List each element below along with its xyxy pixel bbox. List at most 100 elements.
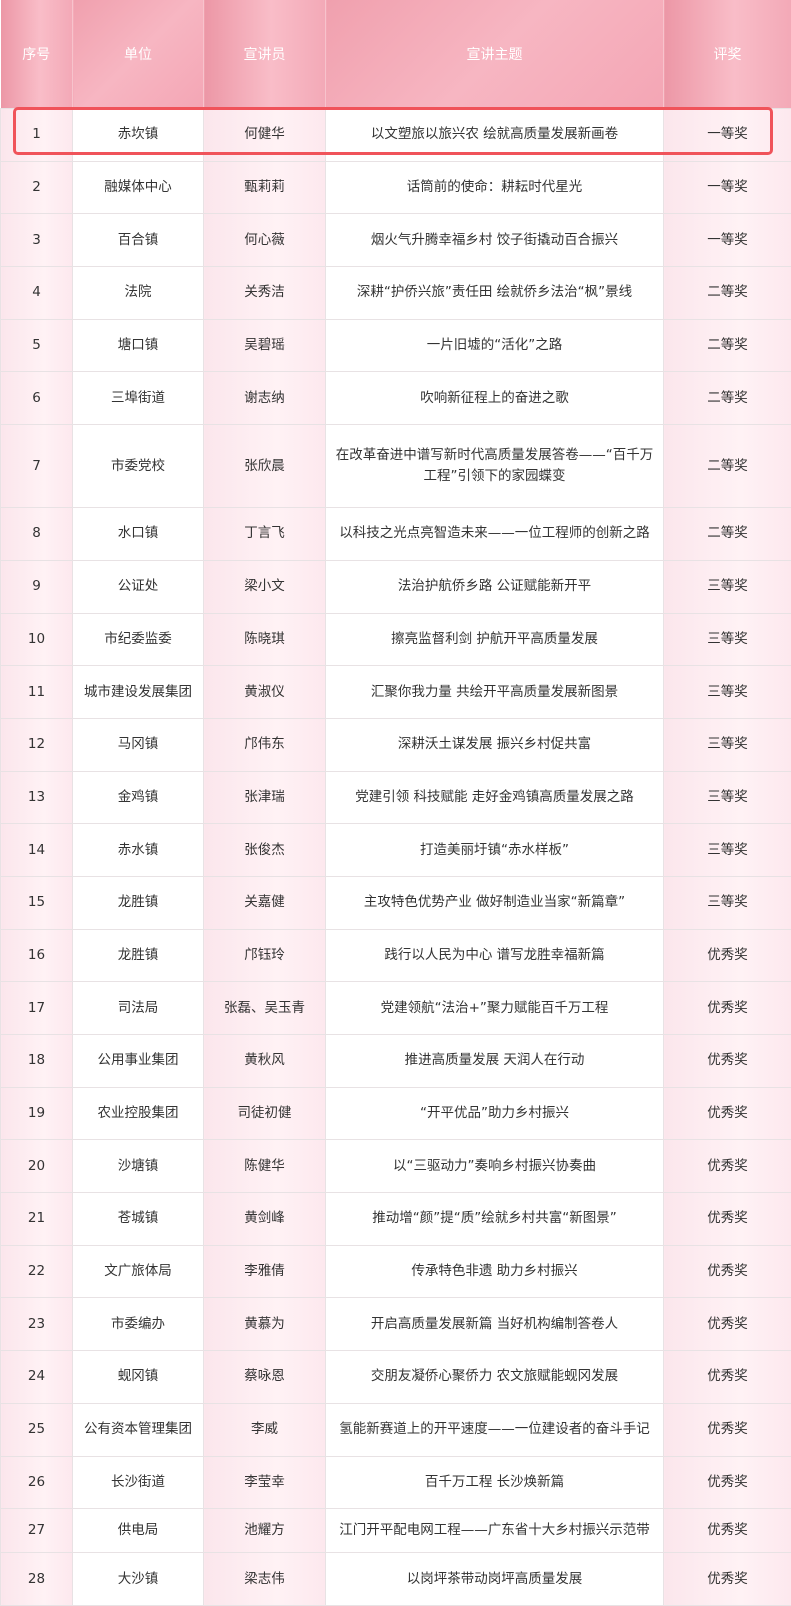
- cell-topic: 党建引领 科技赋能 走好金鸡镇高质量发展之路: [326, 771, 664, 824]
- cell-speaker: 张津瑞: [204, 771, 326, 824]
- cell-topic: 氢能新赛道上的开平速度——一位建设者的奋斗手记: [326, 1403, 664, 1456]
- cell-topic: 推动增“颜”提“质”绘就乡村共富“新图景”: [326, 1193, 664, 1246]
- cell-unit: 市纪委监委: [73, 613, 204, 666]
- cell-speaker: 吴碧瑶: [204, 319, 326, 372]
- cell-speaker: 何心薇: [204, 214, 326, 267]
- cell-index: 24: [1, 1351, 73, 1404]
- cell-award: 二等奖: [664, 508, 791, 561]
- cell-speaker: 梁小文: [204, 560, 326, 613]
- cell-index: 11: [1, 666, 73, 719]
- cell-speaker: 黄秋风: [204, 1035, 326, 1088]
- cell-award: 一等奖: [664, 161, 791, 214]
- cell-award: 优秀奖: [664, 929, 791, 982]
- cell-unit: 龙胜镇: [73, 876, 204, 929]
- cell-index: 23: [1, 1298, 73, 1351]
- cell-topic: 打造美丽圩镇“赤水样板”: [326, 824, 664, 877]
- cell-topic: 践行以人民为中心 谱写龙胜幸福新篇: [326, 929, 664, 982]
- cell-speaker: 梁志伟: [204, 1553, 326, 1606]
- cell-speaker: 黄淑仪: [204, 666, 326, 719]
- cell-topic: 党建领航“法治+”聚力赋能百千万工程: [326, 982, 664, 1035]
- cell-unit: 供电局: [73, 1509, 204, 1553]
- cell-award: 优秀奖: [664, 1456, 791, 1509]
- cell-award: 三等奖: [664, 560, 791, 613]
- cell-award: 一等奖: [664, 214, 791, 267]
- cell-award: 优秀奖: [664, 1193, 791, 1246]
- cell-speaker: 陈健华: [204, 1140, 326, 1193]
- cell-unit: 农业控股集团: [73, 1087, 204, 1140]
- cell-index: 16: [1, 929, 73, 982]
- cell-unit: 城市建设发展集团: [73, 666, 204, 719]
- cell-index: 18: [1, 1035, 73, 1088]
- cell-unit: 司法局: [73, 982, 204, 1035]
- cell-topic: 百千万工程 长沙焕新篇: [326, 1456, 664, 1509]
- cell-unit: 大沙镇: [73, 1553, 204, 1606]
- header-unit: 单位: [73, 0, 204, 109]
- cell-award: 优秀奖: [664, 1035, 791, 1088]
- cell-speaker: 张磊、吴玉青: [204, 982, 326, 1035]
- cell-unit: 法院: [73, 267, 204, 320]
- cell-index: 12: [1, 718, 73, 771]
- cell-speaker: 李雅倩: [204, 1245, 326, 1298]
- cell-index: 5: [1, 319, 73, 372]
- cell-award: 三等奖: [664, 824, 791, 877]
- cell-topic: 主攻特色优势产业 做好制造业当家“新篇章”: [326, 876, 664, 929]
- header-index: 序号: [1, 0, 73, 109]
- cell-award: 二等奖: [664, 267, 791, 320]
- cell-speaker: 池耀方: [204, 1509, 326, 1553]
- cell-index: 3: [1, 214, 73, 267]
- cell-unit: 塘口镇: [73, 319, 204, 372]
- cell-award: 优秀奖: [664, 1140, 791, 1193]
- cell-speaker: 蔡咏恩: [204, 1351, 326, 1404]
- cell-speaker: 司徒初健: [204, 1087, 326, 1140]
- cell-index: 10: [1, 613, 73, 666]
- header-award: 评奖: [664, 0, 791, 109]
- cell-index: 1: [1, 109, 73, 162]
- cell-topic: 深耕沃土谋发展 振兴乡村促共富: [326, 718, 664, 771]
- cell-speaker: 陈晓琪: [204, 613, 326, 666]
- cell-unit: 金鸡镇: [73, 771, 204, 824]
- cell-unit: 蚬冈镇: [73, 1351, 204, 1404]
- cell-unit: 苍城镇: [73, 1193, 204, 1246]
- cell-topic: 吹响新征程上的奋进之歌: [326, 372, 664, 425]
- cell-index: 27: [1, 1509, 73, 1553]
- cell-speaker: 张俊杰: [204, 824, 326, 877]
- cell-award: 优秀奖: [664, 1087, 791, 1140]
- cell-index: 6: [1, 372, 73, 425]
- cell-speaker: 关嘉健: [204, 876, 326, 929]
- cell-speaker: 李威: [204, 1403, 326, 1456]
- cell-award: 优秀奖: [664, 1351, 791, 1404]
- cell-index: 9: [1, 560, 73, 613]
- cell-speaker: 黄慕为: [204, 1298, 326, 1351]
- cell-unit: 赤坎镇: [73, 109, 204, 162]
- table-header: 序号 单位 宣讲员 宣讲主题 评奖: [1, 0, 791, 109]
- cell-unit: 马冈镇: [73, 718, 204, 771]
- cell-topic: 在改革奋进中谱写新时代高质量发展答卷——“百千万工程”引领下的家园蝶变: [326, 425, 664, 508]
- cell-index: 2: [1, 161, 73, 214]
- cell-topic: 传承特色非遗 助力乡村振兴: [326, 1245, 664, 1298]
- cell-index: 7: [1, 425, 73, 508]
- cell-award: 一等奖: [664, 109, 791, 162]
- cell-index: 15: [1, 876, 73, 929]
- header-topic: 宣讲主题: [326, 0, 664, 109]
- cell-unit: 沙塘镇: [73, 1140, 204, 1193]
- cell-award: 三等奖: [664, 876, 791, 929]
- cell-topic: 以科技之光点亮智造未来——一位工程师的创新之路: [326, 508, 664, 561]
- cell-topic: 交朋友凝侨心聚侨力 农文旅赋能蚬冈发展: [326, 1351, 664, 1404]
- cell-index: 28: [1, 1553, 73, 1606]
- cell-topic: 以岗坪茶带动岗坪高质量发展: [326, 1553, 664, 1606]
